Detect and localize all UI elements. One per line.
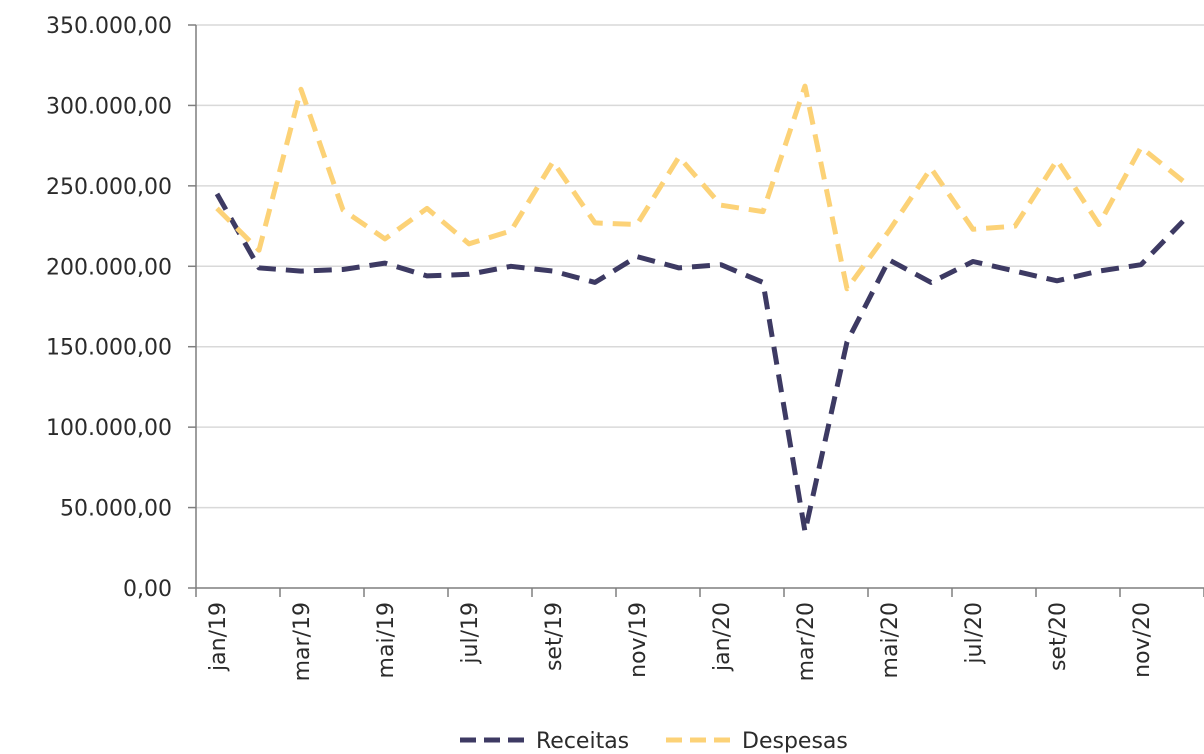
y-tick-label: 150.000,00 [46, 336, 172, 361]
x-tick-label: mai/20 [878, 602, 903, 678]
y-tick-label: 50.000,00 [60, 497, 172, 522]
y-tick-label: 100.000,00 [46, 416, 172, 441]
legend-label-despesas: Despesas [742, 729, 848, 754]
x-tick-label: jul/20 [962, 602, 987, 665]
legend: Receitas Despesas [460, 729, 848, 754]
y-tick-label: 350.000,00 [46, 14, 172, 39]
x-tick-label: nov/19 [626, 602, 651, 678]
series-line-despesas [215, 83, 1185, 292]
y-tick-label: 200.000,00 [46, 255, 172, 280]
y-tick-label: 0,00 [123, 577, 172, 602]
legend-label-receitas: Receitas [536, 729, 629, 754]
x-tick-label: set/19 [542, 602, 567, 671]
x-tick-label: jul/19 [458, 602, 483, 665]
axes [188, 24, 1204, 597]
x-tick-label: jan/19 [206, 602, 231, 672]
x-tick-label: nov/20 [1130, 602, 1155, 678]
y-axis-tick-labels: 0,00 50.000,00 100.000,00 150.000,00 200.000… [46, 14, 172, 602]
series-lines [214, 83, 1185, 535]
x-tick-label: set/20 [1046, 602, 1071, 671]
x-tick-label: mar/20 [794, 602, 819, 681]
series-line-receitas [214, 192, 1185, 535]
x-axis-tick-labels: jan/19 mar/19 mai/19 jul/19 set/19 nov/19 jan/… [206, 602, 1155, 681]
y-tick-label: 300.000,00 [46, 94, 172, 119]
x-tick-label: mar/19 [290, 602, 315, 681]
y-tick-label: 250.000,00 [46, 175, 172, 200]
gridlines [196, 24, 1204, 509]
x-tick-label: jan/20 [710, 602, 735, 672]
x-tick-label: mai/19 [374, 602, 399, 678]
